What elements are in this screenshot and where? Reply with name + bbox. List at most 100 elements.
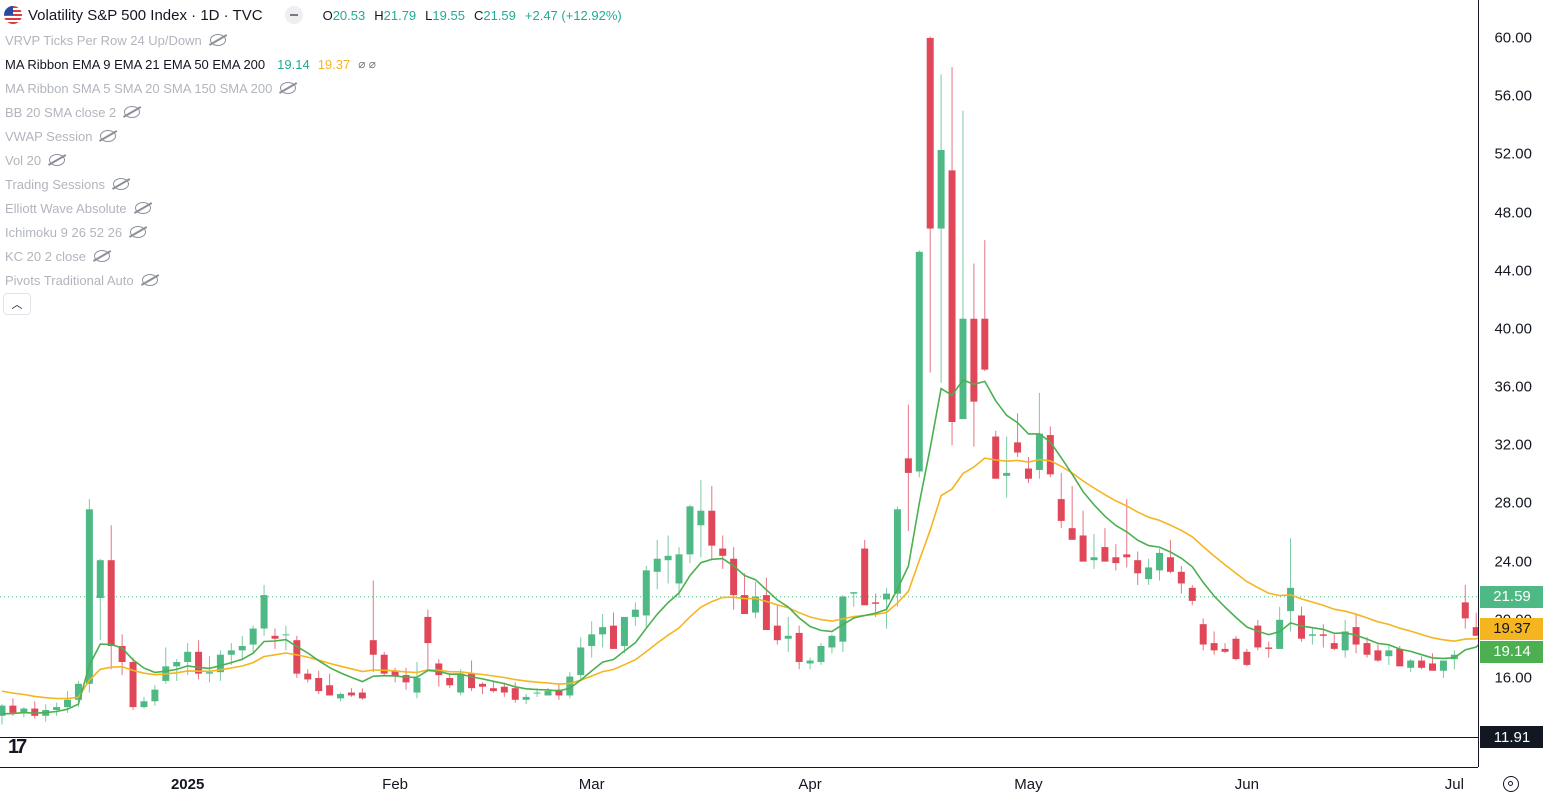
time-axis[interactable]: 2025 Feb Mar Apr May Jun Jul (0, 767, 1478, 801)
eye-hidden-icon[interactable] (49, 154, 66, 166)
candle-up (457, 673, 465, 693)
empty-value-icon: ⌀ ⌀ (358, 57, 377, 71)
indicator-label: MA Ribbon SMA 5 SMA 20 SMA 150 SMA 200 (5, 80, 273, 96)
indicator-kc[interactable]: KC 20 2 close (5, 244, 376, 268)
price-tick-label: 56.00 (1494, 87, 1532, 105)
candle-down (1188, 587, 1196, 601)
candle-down (369, 640, 377, 655)
eye-hidden-icon[interactable] (93, 250, 110, 262)
indicator-vrvp[interactable]: VRVP Ticks Per Row 24 Up/Down (5, 28, 376, 52)
indicator-bb[interactable]: BB 20 SMA close 2 (5, 100, 376, 124)
candle-down (1265, 647, 1273, 649)
indicator-elliott-wave[interactable]: Elliott Wave Absolute (5, 196, 376, 220)
candle-up (173, 662, 181, 667)
indicator-pivots[interactable]: Pivots Traditional Auto (5, 268, 376, 292)
candle-up (675, 554, 683, 584)
candle-down (926, 38, 934, 229)
more-options-icon[interactable] (284, 6, 303, 24)
candle-down (1374, 650, 1382, 661)
indicator-vwap[interactable]: VWAP Session (5, 124, 376, 148)
indicator-trading-sessions[interactable]: Trading Sessions (5, 172, 376, 196)
candle-down (478, 683, 486, 687)
ohlc-key-close: C (473, 7, 484, 23)
candle-down (1461, 602, 1469, 619)
eye-hidden-icon[interactable] (130, 226, 147, 238)
candle-down (1057, 499, 1065, 521)
candle-down (872, 602, 880, 604)
tradingview-logo[interactable]: 17 (8, 736, 27, 758)
candle-down (773, 625, 781, 641)
indicator-ma-ribbon-sma[interactable]: MA Ribbon SMA 5 SMA 20 SMA 150 SMA 200 (5, 76, 376, 100)
ohlc-close: 21.59 (483, 7, 516, 23)
candle-down (904, 458, 912, 473)
candle-up (260, 595, 268, 629)
indicator-label: VRVP Ticks Per Row 24 Up/Down (5, 32, 202, 48)
ohlc-high: 21.79 (383, 7, 417, 23)
candle-down (391, 670, 399, 677)
ema9-line (1, 379, 1478, 715)
candle-down (708, 510, 716, 546)
ohlc-key-high: H (374, 7, 384, 23)
eye-hidden-icon[interactable] (134, 202, 151, 214)
candle-up (915, 251, 923, 472)
candle-down (315, 678, 323, 692)
time-tick-label: Mar (578, 776, 605, 793)
indicator-label: VWAP Session (5, 128, 93, 144)
chart-area[interactable] (0, 0, 1478, 767)
candle-up (828, 635, 836, 648)
eye-hidden-icon[interactable] (141, 274, 158, 286)
time-tick-label: Feb (382, 776, 409, 793)
candle-down (1363, 643, 1371, 655)
candle-down (1177, 571, 1185, 584)
eye-hidden-icon[interactable] (124, 106, 141, 118)
candle-up (238, 646, 246, 651)
candle-up (642, 570, 650, 616)
eye-hidden-icon[interactable] (112, 178, 129, 190)
candle-up (522, 696, 530, 700)
candle-up (96, 560, 104, 598)
candle-down (1429, 663, 1437, 671)
price-tick-label: 24.00 (1494, 553, 1532, 571)
ema21-value: 19.37 (317, 56, 351, 72)
settings-gear-icon[interactable] (1503, 776, 1519, 792)
price-tick-label: 40.00 (1494, 320, 1532, 338)
price-tick-label: 60.00 (1494, 29, 1532, 47)
indicator-vol[interactable]: Vol 20 (5, 148, 376, 172)
eye-hidden-icon[interactable] (280, 82, 297, 94)
symbol-title[interactable]: Volatility S&P 500 Index · 1D · TVC (28, 6, 263, 24)
candle-down (741, 595, 749, 614)
candle-up (806, 660, 814, 664)
chart-plot[interactable] (0, 0, 1478, 767)
ema9-price-badge: 19.14 (1480, 640, 1543, 663)
candle-up (85, 509, 93, 684)
candle-down (1254, 625, 1262, 648)
candle-down (1112, 557, 1120, 564)
price-tick-label: 48.00 (1494, 204, 1532, 222)
candle-up (1287, 587, 1295, 612)
candle-up (74, 683, 82, 700)
candle-down (195, 651, 203, 674)
eye-hidden-icon[interactable] (100, 130, 117, 142)
ema21-price-badge: 19.37 (1480, 617, 1543, 640)
candle-up (1090, 557, 1098, 561)
indicator-ichimoku[interactable]: Ichimoku 9 26 52 26 (5, 220, 376, 244)
candle-up (588, 634, 596, 646)
candle-up (337, 694, 345, 699)
eye-hidden-icon[interactable] (209, 34, 226, 46)
time-tick-label: May (1014, 776, 1043, 793)
candle-up (413, 678, 421, 693)
candle-down (129, 662, 137, 708)
candle-up (20, 708, 28, 713)
candle-down (1134, 560, 1142, 574)
candle-up (883, 593, 891, 600)
candle-down (1330, 643, 1338, 649)
candle-up (959, 318, 967, 420)
price-axis[interactable]: 60.00 56.00 52.00 48.00 44.00 40.00 36.00 32.00… (1478, 0, 1543, 767)
candle-up (1145, 567, 1153, 580)
indicator-ma-ribbon-ema[interactable]: MA Ribbon EMA 9 EMA 21 EMA 50 EMA 200 19.… (5, 52, 376, 76)
candle-down (719, 548, 727, 556)
collapse-legend-button[interactable]: ︿ (3, 293, 31, 315)
candle-down (424, 616, 432, 644)
candle-down (1472, 627, 1478, 636)
candle-down (1123, 554, 1131, 558)
